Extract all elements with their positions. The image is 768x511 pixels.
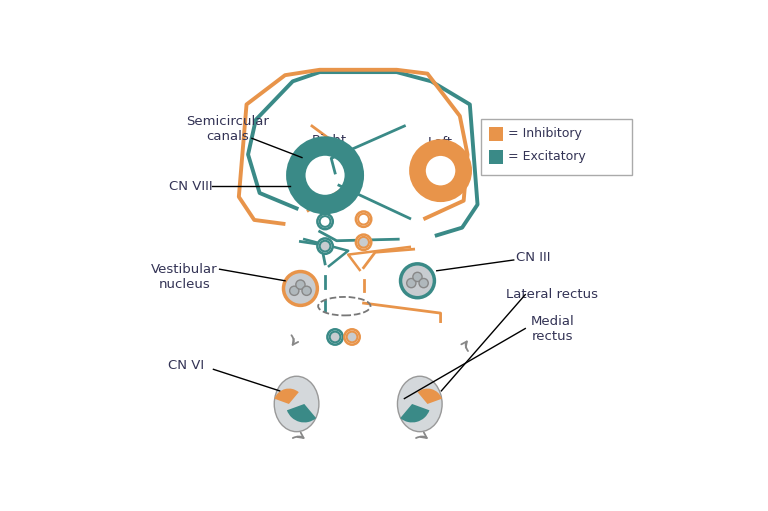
Text: Left: Left (428, 136, 453, 149)
Circle shape (296, 280, 305, 289)
Circle shape (358, 237, 369, 248)
Text: = Excitatory: = Excitatory (508, 150, 585, 164)
Wedge shape (274, 388, 299, 404)
Text: = Inhibitory: = Inhibitory (508, 127, 581, 140)
Text: Right: Right (311, 134, 346, 147)
Text: CN VIII: CN VIII (168, 179, 212, 193)
Circle shape (317, 239, 333, 254)
Circle shape (302, 286, 311, 295)
Circle shape (358, 214, 369, 224)
Circle shape (319, 216, 330, 227)
Circle shape (319, 241, 330, 251)
Circle shape (407, 278, 416, 288)
Circle shape (419, 278, 429, 288)
Circle shape (344, 329, 359, 345)
Text: Lateral rectus: Lateral rectus (506, 288, 598, 301)
Text: Medial
rectus: Medial rectus (531, 314, 575, 342)
Bar (489, 127, 503, 141)
Circle shape (413, 272, 422, 282)
Text: CN III: CN III (516, 251, 550, 264)
Circle shape (329, 332, 340, 342)
FancyBboxPatch shape (482, 119, 631, 175)
Wedge shape (400, 404, 429, 423)
Circle shape (356, 235, 371, 250)
Text: Semicircular
canals: Semicircular canals (186, 115, 269, 143)
Circle shape (327, 329, 343, 345)
Wedge shape (287, 404, 316, 423)
Text: CN VI: CN VI (168, 359, 204, 372)
Bar (489, 150, 503, 164)
Circle shape (356, 212, 371, 227)
Circle shape (401, 264, 435, 298)
Ellipse shape (398, 376, 442, 432)
Text: Vestibular
nucleus: Vestibular nucleus (151, 263, 217, 291)
Circle shape (346, 332, 357, 342)
Circle shape (317, 214, 333, 229)
Wedge shape (418, 388, 442, 404)
Ellipse shape (274, 376, 319, 432)
Circle shape (283, 271, 317, 306)
Circle shape (290, 286, 299, 295)
